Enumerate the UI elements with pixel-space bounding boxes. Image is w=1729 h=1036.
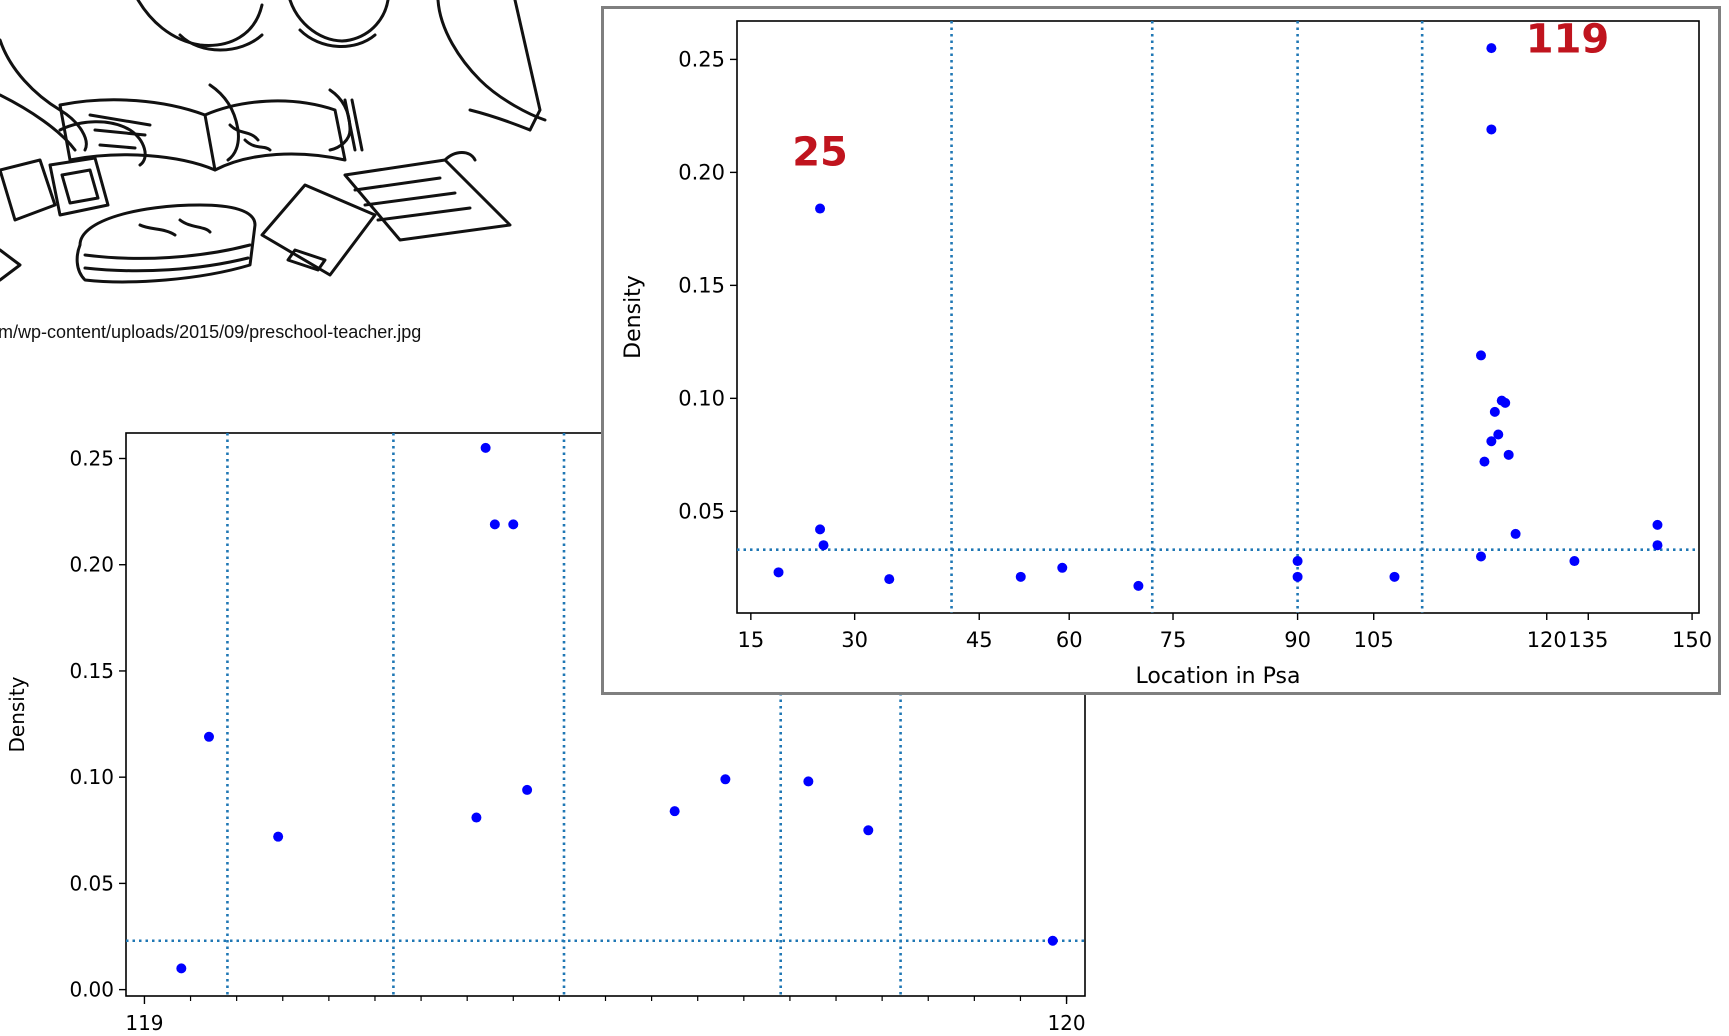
data-point <box>1486 124 1497 135</box>
data-point <box>471 812 482 823</box>
data-point <box>1292 556 1303 567</box>
data-point <box>203 731 214 742</box>
data-point <box>1292 571 1303 582</box>
data-point <box>815 203 826 214</box>
x-axis-label: Location in Psa <box>1136 664 1301 689</box>
data-point <box>1479 456 1490 467</box>
data-point <box>489 519 500 530</box>
data-point <box>815 524 826 535</box>
y-tick-label: 0.25 <box>678 47 725 71</box>
data-point <box>1389 571 1400 582</box>
data-point <box>1510 528 1521 539</box>
x-tick-label: 60 <box>1056 628 1083 652</box>
data-point <box>884 574 895 585</box>
data-point <box>720 774 731 785</box>
data-point <box>1486 43 1497 54</box>
x-tick-label: 30 <box>841 628 868 652</box>
x-tick-label: 120 <box>1047 1011 1085 1035</box>
data-point <box>1493 429 1504 440</box>
peak-annotation: 119 <box>1526 17 1610 63</box>
y-tick-label: 0.15 <box>69 659 114 683</box>
data-point <box>273 831 284 842</box>
image-source-caption: om/wp-content/uploads/2015/09/preschool-… <box>0 322 422 342</box>
plot-frame <box>736 20 1700 614</box>
data-point <box>1475 551 1486 562</box>
data-point <box>1489 406 1500 417</box>
zoomed-scatter-chart: 0.00 0.05 0.10 0.15 0.20 0.25 119 120 Density <box>5 432 1086 1035</box>
data-point <box>773 567 784 578</box>
data-point <box>508 519 519 530</box>
data-point <box>480 442 491 453</box>
x-tick-label: 120 <box>1527 628 1567 652</box>
data-point <box>1047 935 1058 946</box>
data-point <box>1015 571 1026 582</box>
y-tick-label: 0.05 <box>69 871 114 895</box>
x-tick-label: 75 <box>1160 628 1187 652</box>
overview-scatter-chart: 0.05 0.10 0.15 0.20 0.25 15 30 45 60 75 90 105 120 13… <box>621 17 1712 689</box>
y-tick-label: 0.20 <box>678 160 725 184</box>
classroom-illustration <box>0 0 547 284</box>
data-point <box>1503 449 1514 460</box>
overview-chart-panel: 0.05 0.10 0.15 0.20 0.25 15 30 45 60 75 90 105 120 13… <box>601 6 1721 695</box>
x-tick-label: 45 <box>966 628 993 652</box>
data-point <box>803 776 814 787</box>
x-tick-label: 135 <box>1568 628 1608 652</box>
data-point <box>1652 540 1663 551</box>
data-point <box>1569 556 1580 567</box>
data-point <box>1486 436 1497 447</box>
y-axis-label: Density <box>5 676 29 752</box>
data-point <box>1500 397 1511 408</box>
data-point <box>1475 350 1486 361</box>
y-tick-label: 0.05 <box>678 499 725 523</box>
x-tick-label: 15 <box>737 628 764 652</box>
y-tick-label: 0.25 <box>69 446 114 470</box>
y-tick-label: 0.15 <box>678 273 725 297</box>
data-point <box>863 825 874 836</box>
x-tick-label: 119 <box>125 1011 163 1035</box>
data-point <box>1133 580 1144 591</box>
x-tick-label: 90 <box>1284 628 1311 652</box>
data-point <box>522 784 533 795</box>
data-point <box>669 806 680 817</box>
x-tick-label: 150 <box>1672 628 1712 652</box>
y-tick-label: 0.10 <box>678 386 725 410</box>
y-tick-label: 0.10 <box>69 765 114 789</box>
data-point <box>1057 562 1068 573</box>
data-point <box>818 540 829 551</box>
data-point <box>176 963 187 974</box>
peak-annotation: 25 <box>792 130 848 176</box>
y-tick-label: 0.00 <box>69 978 114 1002</box>
y-tick-label: 0.20 <box>69 553 114 577</box>
x-tick-label: 105 <box>1354 628 1394 652</box>
y-axis-label: Density <box>621 275 646 359</box>
data-point <box>1652 519 1663 530</box>
